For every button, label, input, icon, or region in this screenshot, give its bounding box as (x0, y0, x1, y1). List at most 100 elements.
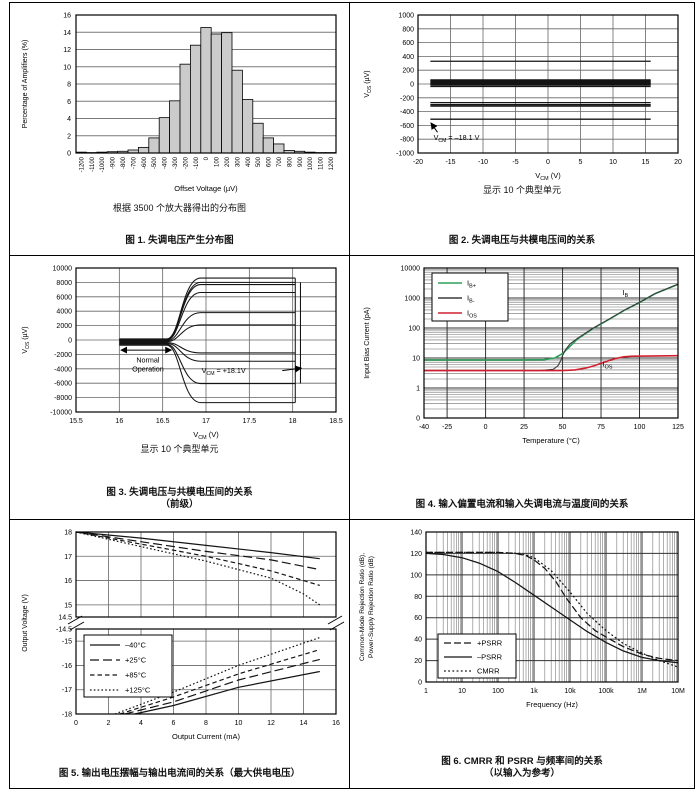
svg-text:+PSRR: +PSRR (477, 639, 503, 648)
svg-text:1100: 1100 (318, 156, 324, 170)
svg-text:17: 17 (202, 418, 210, 425)
svg-text:2000: 2000 (56, 323, 72, 330)
vos-vcm-front-stage-chart: 15.5 16 16.5 17 17.5 18 18.5 -10000 -8000 -6000 -4… (22, 266, 343, 442)
svg-text:-14.5: -14.5 (56, 627, 72, 634)
svg-text:VCM = +18.1V: VCM = +18.1V (201, 366, 245, 377)
svg-text:100k: 100k (598, 688, 614, 695)
figure-5-caption: 图 5. 输出电压摆幅与输出电流间的关系（最大供电电压） (58, 768, 301, 779)
svg-text:-300: -300 (173, 156, 179, 169)
figure-cell-5: 18 17 16 15 14.5 -14.5 -15 -16 -17 -18 0 2 4 6 8 10 12 14… (10, 520, 350, 788)
svg-text:18.5: 18.5 (329, 418, 343, 425)
svg-text:Percentage of Amplifiers (%): Percentage of Amplifiers (%) (22, 40, 29, 129)
svg-text:2: 2 (67, 133, 71, 140)
svg-text:–PSRR: –PSRR (477, 653, 503, 662)
svg-text:500: 500 (256, 156, 262, 167)
figure-3-caption: 图 3. 失调电压与共模电压间的关系 (106, 487, 253, 498)
svg-text:0: 0 (68, 338, 72, 345)
svg-text:-600: -600 (400, 123, 414, 130)
svg-text:-10: -10 (478, 159, 488, 166)
svg-text:-100: -100 (193, 156, 199, 169)
svg-text:-1200: -1200 (79, 156, 85, 172)
svg-text:-800: -800 (121, 156, 127, 169)
svg-text:+125°C: +125°C (125, 686, 151, 695)
svg-text:1000: 1000 (398, 13, 414, 20)
svg-text:VCM = –18.1 V: VCM = –18.1 V (434, 133, 480, 144)
svg-text:15: 15 (642, 159, 650, 166)
svg-text:Output Current (mA): Output Current (mA) (172, 732, 240, 741)
svg-text:20: 20 (674, 159, 682, 166)
svg-text:4: 4 (139, 720, 143, 727)
svg-text:200: 200 (402, 68, 414, 75)
svg-text:16: 16 (63, 13, 71, 20)
svg-text:14.5: 14.5 (58, 615, 72, 622)
svg-text:10: 10 (458, 688, 466, 695)
svg-text:14: 14 (299, 720, 307, 727)
svg-text:Operation: Operation (132, 364, 164, 373)
svg-text:10000: 10000 (52, 266, 72, 273)
figure-1-subcaption: 根据 3500 个放大器得出的分布图 (112, 203, 247, 213)
svg-text:8: 8 (204, 720, 208, 727)
figure-cell-3: 15.5 16 16.5 17 17.5 18 18.5 -10000 -8000 -6000 -4… (10, 256, 350, 520)
vos-vcm-chart: -20 -15 -10 -5 0 5 10 15 20 -1000 -800 -600 -400 -200… (364, 13, 682, 183)
svg-text:1000: 1000 (404, 296, 420, 303)
svg-text:-400: -400 (162, 156, 168, 169)
svg-text:60: 60 (414, 615, 422, 622)
svg-text:Frequency (Hz): Frequency (Hz) (526, 700, 578, 709)
svg-text:16: 16 (64, 578, 72, 585)
bias-current-temperature-chart: 0 1 10 100 1000 10000 -40 -25 0 25 50 75 100 125 IB+ IB… (364, 266, 684, 446)
svg-text:-15: -15 (61, 639, 71, 646)
svg-text:100: 100 (634, 424, 646, 431)
svg-text:20: 20 (414, 658, 422, 665)
svg-text:17: 17 (64, 554, 72, 561)
svg-text:-700: -700 (131, 156, 137, 169)
svg-text:Power-Supply Rejection Ratio (: Power-Supply Rejection Ratio (dB) (368, 556, 375, 658)
svg-text:-15: -15 (445, 159, 455, 166)
figure-1-caption: 图 1. 失调电压产生分布图 (125, 235, 234, 246)
svg-text:600: 600 (402, 40, 414, 47)
svg-text:100: 100 (408, 326, 420, 333)
figure-cell-4: 0 1 10 100 1000 10000 -40 -25 0 25 50 75 100 125 IB+ IB… (350, 256, 694, 520)
svg-text:200: 200 (225, 156, 231, 167)
svg-text:16: 16 (332, 720, 340, 727)
svg-text:18: 18 (64, 530, 72, 537)
svg-text:50: 50 (559, 424, 567, 431)
svg-text:-200: -200 (400, 95, 414, 102)
svg-text:10: 10 (609, 159, 617, 166)
svg-text:15: 15 (64, 602, 72, 609)
svg-text:15.5: 15.5 (69, 418, 83, 425)
svg-text:-200: -200 (183, 156, 189, 169)
svg-text:8000: 8000 (56, 280, 72, 287)
svg-text:-5: -5 (512, 159, 518, 166)
page-border: 0 2 4 6 8 10 12 14 16 -1200 -1100 -1000 -900 -800 -700… (9, 2, 695, 789)
svg-text:1000: 1000 (308, 156, 314, 170)
svg-text:14: 14 (63, 30, 71, 37)
svg-text:-25: -25 (442, 424, 452, 431)
svg-text:IB: IB (623, 288, 629, 299)
svg-text:-10000: -10000 (50, 410, 72, 417)
svg-text:Temperature (°C): Temperature (°C) (522, 436, 580, 445)
svg-text:2: 2 (106, 720, 110, 727)
svg-text:IOS: IOS (467, 309, 477, 320)
svg-text:17.5: 17.5 (242, 418, 256, 425)
svg-text:Input Bias Current (pA): Input Bias Current (pA) (364, 307, 371, 379)
svg-text:16: 16 (115, 418, 123, 425)
figure-cell-2: -20 -15 -10 -5 0 5 10 15 20 -1000 -800 -600 -400 -200… (350, 3, 694, 256)
svg-text:10: 10 (412, 356, 420, 363)
svg-text:Common-Mode Rejection Ratio (d: Common-Mode Rejection Ratio (dB), (359, 553, 366, 661)
svg-text:5: 5 (579, 159, 583, 166)
svg-text:12: 12 (63, 47, 71, 54)
svg-text:140: 140 (410, 530, 422, 537)
svg-text:1200: 1200 (329, 156, 335, 170)
svg-text:40: 40 (414, 637, 422, 644)
svg-text:-40: -40 (419, 424, 429, 431)
svg-text:–40°C: –40°C (125, 641, 147, 650)
svg-text:6: 6 (171, 720, 175, 727)
svg-text:10000: 10000 (401, 266, 421, 273)
svg-text:-8000: -8000 (54, 395, 72, 402)
figure-6-caption-line2: （以输入为参考） (483, 768, 560, 779)
svg-text:-18: -18 (61, 712, 71, 719)
svg-text:400: 400 (245, 156, 251, 167)
svg-text:CMRR: CMRR (477, 667, 500, 676)
